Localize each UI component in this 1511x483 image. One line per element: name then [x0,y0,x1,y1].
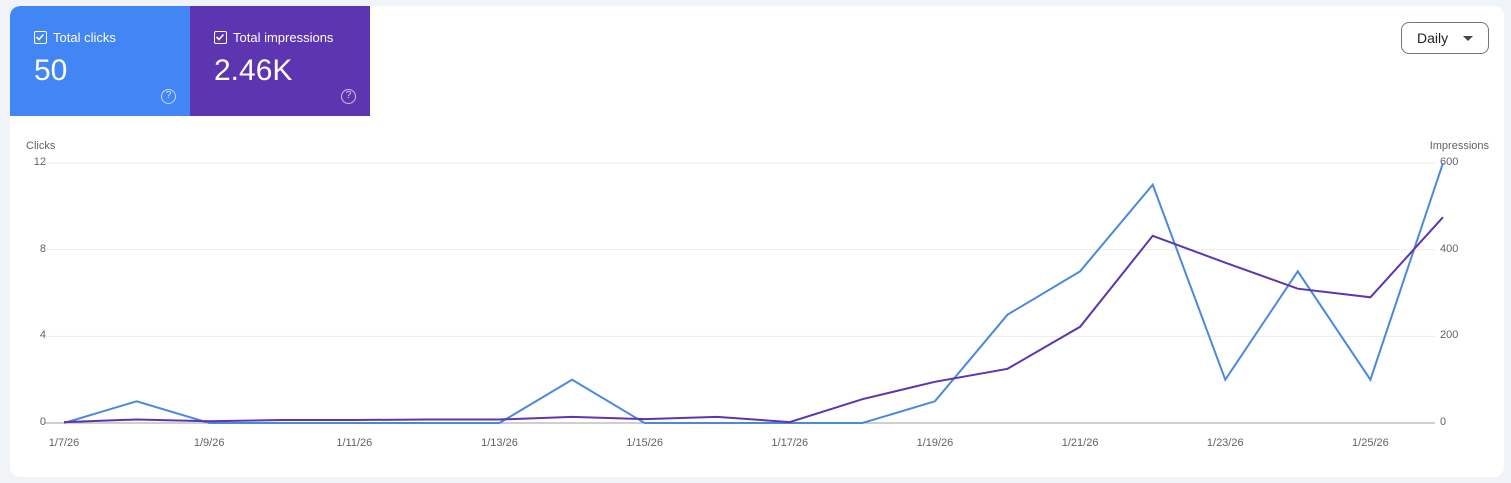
x-tick-label: 1/21/26 [1061,437,1099,449]
x-tick-label: 1/13/26 [481,437,518,449]
performance-card: Total clicks 50 ? Total impressions 2.46… [10,6,1504,477]
x-tick-label: 1/19/26 [916,437,954,449]
right-tick-label: 600 [1440,156,1459,168]
total-impressions-label: Total impressions [233,30,334,45]
total-impressions-card[interactable]: Total impressions 2.46K ? [190,6,370,116]
x-tick-label: 1/25/26 [1352,437,1389,449]
granularity-value: Daily [1417,30,1449,46]
left-tick-label: 12 [33,156,46,168]
left-tick-label: 8 [39,242,46,255]
left-axis-title: Clicks [26,140,56,152]
right-tick-label: 200 [1440,329,1459,342]
x-tick-label: 1/9/26 [193,437,225,449]
line-chart[interactable] [10,6,1504,477]
help-icon[interactable]: ? [161,89,176,104]
x-tick-label: 1/7/26 [48,437,80,449]
help-icon[interactable]: ? [341,89,356,104]
series-line-impressions[interactable] [63,216,1444,424]
total-clicks-label-row: Total clicks [34,30,116,45]
granularity-dropdown[interactable]: Daily [1401,22,1489,54]
checkbox-checked-icon[interactable] [214,31,227,44]
x-tick-label: 1/15/26 [626,437,663,449]
series-line-clicks[interactable] [63,162,1444,424]
x-tick-label: 1/23/26 [1206,437,1244,449]
total-clicks-card[interactable]: Total clicks 50 ? [10,6,190,116]
left-tick-label: 0 [39,416,46,428]
total-impressions-label-row: Total impressions [214,30,333,45]
total-clicks-value: 50 [34,54,68,87]
left-tick-label: 4 [39,329,46,342]
right-tick-label: 0 [1440,416,1447,428]
caret-down-icon [1463,36,1473,41]
right-tick-label: 400 [1440,242,1459,255]
x-tick-label: 1/17/26 [771,437,809,449]
checkbox-checked-icon[interactable] [34,31,47,44]
total-impressions-value: 2.46K [214,54,293,87]
total-clicks-label: Total clicks [53,30,116,45]
right-axis-title: Impressions [1429,140,1489,152]
x-tick-label: 1/11/26 [336,437,373,449]
